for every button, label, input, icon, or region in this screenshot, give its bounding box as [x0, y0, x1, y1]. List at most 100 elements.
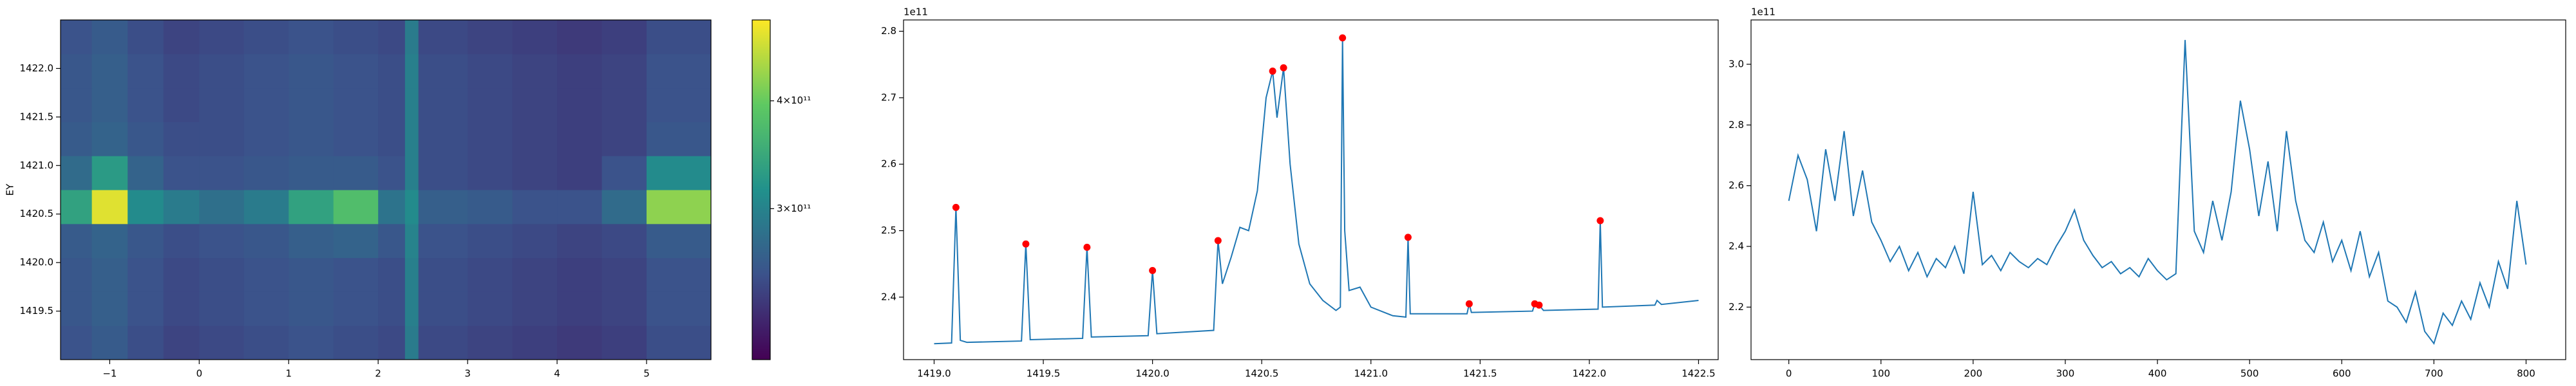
heat-cell: [418, 87, 468, 122]
heat-cell: [512, 257, 558, 292]
heat-cell: [378, 20, 406, 55]
heat-cell: [91, 87, 128, 122]
heat-cell: [418, 223, 468, 259]
heat-cell: [646, 190, 712, 225]
heat-cell: [243, 190, 289, 225]
heat-cell: [557, 257, 603, 292]
heat-cell: [289, 291, 334, 326]
heat-cell: [163, 20, 200, 55]
x-tick-label: 700: [2425, 368, 2443, 380]
x-tick-label: 4: [554, 368, 560, 380]
x-tick-label: 2: [375, 368, 381, 380]
heat-cell: [468, 87, 513, 122]
heat-cell: [418, 291, 468, 326]
heat-cell: [646, 326, 712, 360]
heat-cell: [646, 20, 712, 55]
heat-cell: [91, 326, 128, 360]
heat-cell: [557, 156, 603, 190]
heat-cell: [468, 122, 513, 156]
heat-cell: [128, 20, 164, 55]
x-tick-label: 400: [2148, 368, 2167, 380]
heat-cell: [61, 87, 93, 122]
x-tick-label: 200: [1964, 368, 1983, 380]
heat-cell: [646, 291, 712, 326]
heat-cell: [468, 20, 513, 55]
heat-cell: [243, 53, 289, 89]
heat-cell: [404, 156, 419, 190]
heat-cell: [289, 122, 334, 156]
heat-cell: [91, 20, 128, 55]
heat-cell: [404, 326, 419, 360]
heat-cell: [61, 122, 93, 156]
heat-cell: [199, 190, 245, 225]
heat-cell: [333, 53, 379, 89]
heat-cell: [601, 122, 647, 156]
heat-cell: [378, 326, 406, 360]
heat-cell: [199, 291, 245, 326]
colorbar-tick-label: 3×10¹¹: [777, 203, 811, 214]
heat-cell: [404, 122, 419, 156]
heat-cell: [418, 190, 468, 225]
heat-cell: [243, 20, 289, 55]
heat-cell: [601, 257, 647, 292]
heat-cell: [378, 87, 406, 122]
heat-cell: [243, 257, 289, 292]
heat-cell: [333, 291, 379, 326]
y-tick-label: 1420.5: [20, 208, 54, 219]
x-tick-label: 1: [285, 368, 292, 380]
heat-cell: [512, 190, 558, 225]
heat-cell: [404, 190, 419, 225]
x-tick-label: −1: [102, 368, 117, 380]
heat-cell: [128, 190, 164, 225]
y-tick-label: 2.2: [1728, 301, 1744, 313]
heat-cell: [404, 87, 419, 122]
heat-cell: [61, 53, 93, 89]
heat-cell: [163, 53, 200, 89]
heat-cell: [646, 53, 712, 89]
y-tick-label: 1421.0: [20, 160, 54, 171]
heat-cell: [646, 257, 712, 292]
heat-cell: [61, 326, 93, 360]
heat-cell: [378, 53, 406, 89]
heat-cell: [468, 190, 513, 225]
heat-cell: [333, 190, 379, 225]
x-tick-label: 1421.5: [1463, 368, 1497, 380]
heat-cell: [646, 156, 712, 190]
x-tick-label: 1420.5: [1245, 368, 1279, 380]
heat-cell: [404, 53, 419, 89]
heat-cell: [468, 291, 513, 326]
peak-marker: [952, 203, 960, 211]
heat-cell: [163, 122, 200, 156]
heat-cell: [128, 156, 164, 190]
heat-cell: [199, 223, 245, 259]
heat-cell: [128, 291, 164, 326]
heat-cell: [557, 122, 603, 156]
heat-cell: [163, 257, 200, 292]
heat-cell: [378, 122, 406, 156]
heat-cell: [601, 190, 647, 225]
x-tick-label: 0: [196, 368, 203, 380]
heat-cell: [91, 257, 128, 292]
heat-cell: [199, 87, 245, 122]
peak-marker: [1269, 68, 1276, 75]
heat-cell: [378, 291, 406, 326]
heat-cell: [418, 326, 468, 360]
heat-cell: [61, 156, 93, 190]
offset-label: 1e11: [904, 6, 928, 18]
heat-cell: [243, 223, 289, 259]
heat-cell: [91, 291, 128, 326]
heat-cell: [128, 326, 164, 360]
heat-cell: [289, 20, 334, 55]
x-tick-label: 1419.5: [1027, 368, 1061, 380]
heat-cell: [512, 156, 558, 190]
heat-cell: [163, 223, 200, 259]
heat-cell: [646, 87, 712, 122]
y-tick-label: 1421.5: [20, 111, 54, 122]
heat-cell: [128, 122, 164, 156]
peak-marker: [1404, 234, 1412, 241]
heat-cell: [333, 156, 379, 190]
heat-cell: [243, 122, 289, 156]
heat-cell: [91, 53, 128, 89]
x-tick-label: 1420.0: [1135, 368, 1170, 380]
